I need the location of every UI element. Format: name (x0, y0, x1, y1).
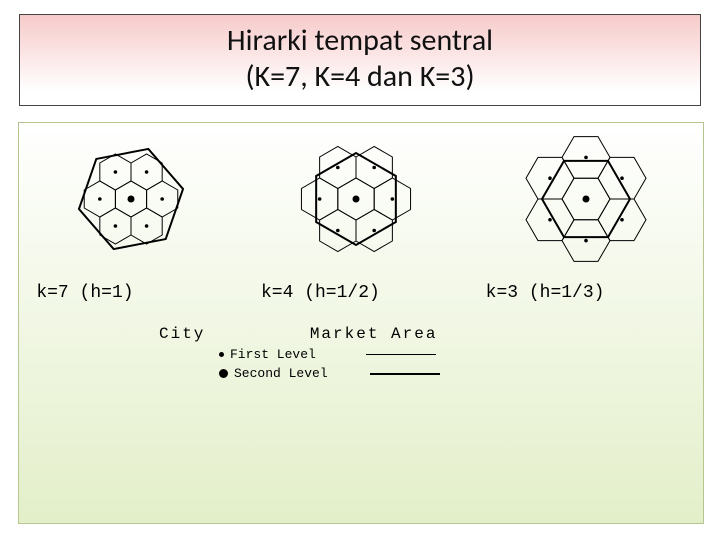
diagram-caption: k=3 (h=1/3) (486, 283, 686, 303)
first-level-dot (336, 166, 340, 170)
hex-diagram (36, 127, 226, 277)
first-level-dot (372, 166, 376, 170)
legend-rows: First Level Second Level (19, 347, 703, 381)
legend-label: First Level (230, 347, 360, 362)
first-level-dot (548, 176, 552, 180)
diagram: k=3 (h=1/3) (486, 127, 686, 303)
legend-label: Second Level (234, 366, 364, 381)
first-level-dot (584, 156, 588, 160)
content-box: k=7 (h=1) k=4 (h=1/2) k=3 (h=1/3) City Mar… (18, 122, 704, 524)
first-level-dot (98, 197, 102, 201)
first-level-dot (620, 218, 624, 222)
hex-diagram (486, 127, 686, 277)
legend-line-icon (366, 354, 436, 355)
title-line-2: (K=7, K=4 dan K=3) (30, 59, 690, 95)
first-level-dot (548, 218, 552, 222)
title-line-1: Hirarki tempat sentral (30, 23, 690, 59)
title-box: Hirarki tempat sentral (K=7, K=4 dan K=3… (19, 14, 701, 106)
diagram: k=4 (h=1/2) (261, 127, 451, 303)
diagram: k=7 (h=1) (36, 127, 226, 303)
first-level-dot (318, 197, 322, 201)
first-level-dot (584, 239, 588, 243)
legend-city-header: City (159, 325, 205, 343)
second-level-dot (582, 196, 589, 203)
first-level-dot (161, 197, 165, 201)
hex-diagram (261, 127, 451, 277)
first-level-dot (114, 224, 118, 228)
first-level-dot (372, 229, 376, 233)
first-level-dot (391, 197, 395, 201)
legend-dot-icon (219, 369, 228, 378)
first-level-dot (620, 176, 624, 180)
diagram-row: k=7 (h=1) k=4 (h=1/2) k=3 (h=1/3) (19, 127, 703, 303)
legend-line-icon (370, 373, 440, 375)
legend-row: First Level (219, 347, 703, 362)
legend-area-header: Market Area (310, 325, 438, 343)
first-level-dot (145, 224, 149, 228)
diagram-caption: k=4 (h=1/2) (261, 283, 451, 303)
second-level-dot (352, 196, 359, 203)
diagram-caption: k=7 (h=1) (36, 283, 226, 303)
first-level-dot (336, 229, 340, 233)
legend-row: Second Level (219, 366, 703, 381)
second-level-dot (128, 196, 135, 203)
first-level-dot (114, 170, 118, 174)
legend-header: City Market Area (159, 325, 703, 343)
legend-dot-icon (219, 352, 224, 357)
first-level-dot (145, 170, 149, 174)
